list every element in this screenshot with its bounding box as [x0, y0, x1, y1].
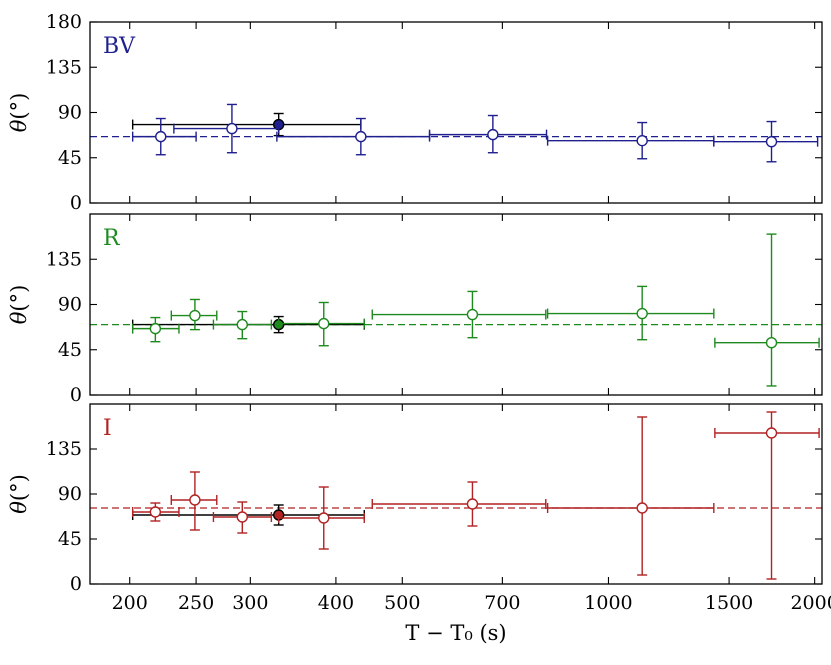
x-tick-label: 400	[318, 592, 354, 614]
data-point-4	[277, 486, 365, 550]
panel-i: 0 45 90 135 Iθ(°)	[7, 403, 823, 595]
data-point-7	[714, 411, 820, 580]
panel-label: I	[103, 416, 112, 441]
x-tick-label: 1000	[584, 592, 632, 614]
data-marker	[226, 122, 238, 135]
data-point-6	[713, 120, 819, 163]
data-point-3	[276, 117, 431, 156]
data-marker	[189, 494, 201, 506]
data-point-1	[131, 502, 180, 522]
data-point-2	[173, 103, 280, 154]
data-marker	[236, 511, 248, 523]
data-marker	[765, 337, 778, 349]
data-point-1	[131, 316, 180, 343]
y-tick-label: 90	[58, 483, 82, 505]
x-tick-label: 1500	[705, 592, 753, 614]
data-point-6	[546, 416, 715, 576]
panel-bv: 0 45 90 135 180 BV θ(°)	[7, 11, 823, 214]
panel-r: 0 45 90 135 Rθ(°)	[7, 213, 823, 406]
data-marker	[149, 322, 162, 335]
data-marker	[765, 427, 778, 439]
y-axis-label: θ(°)	[7, 285, 31, 325]
data-point-4	[428, 114, 548, 154]
data-marker	[355, 130, 367, 143]
data-marker	[487, 128, 499, 141]
data-marker	[189, 309, 201, 322]
y-tick-label: 45	[58, 147, 82, 169]
data-marker	[318, 317, 330, 330]
y-tick-label: 45	[58, 339, 82, 361]
x-tick-label: 700	[484, 592, 520, 614]
y-tick-label: 0	[70, 384, 82, 406]
data-point-6	[546, 285, 715, 341]
x-tick-label: 500	[384, 592, 420, 614]
y-tick-label: 45	[58, 528, 82, 550]
data-marker	[636, 307, 648, 320]
data-marker	[149, 506, 162, 518]
x-tick-label: 200	[112, 592, 148, 614]
data-point-5	[371, 290, 547, 339]
data-marker	[466, 498, 479, 510]
y-tick-label: 135	[46, 438, 82, 460]
data-marker	[236, 318, 248, 331]
data-marker	[155, 130, 167, 143]
data-point-7	[714, 233, 820, 387]
x-tick-label: 2000	[790, 592, 831, 614]
data-marker	[765, 135, 778, 148]
data-point-1	[131, 117, 197, 156]
data-point-3	[212, 310, 273, 340]
data-point-2	[170, 471, 218, 531]
panel-frame	[89, 213, 823, 396]
data-point-3	[212, 501, 273, 534]
panel-frame	[89, 21, 823, 204]
y-tick-label: 180	[46, 11, 82, 33]
x-axis-label: T − T₀ (s)	[405, 621, 506, 645]
combined-point	[131, 112, 362, 137]
data-marker	[636, 502, 648, 514]
panel-frame	[89, 403, 823, 585]
panel-label: R	[103, 226, 121, 251]
x-tick-label: 300	[232, 592, 268, 614]
y-tick-label: 90	[58, 294, 82, 316]
y-tick-label: 0	[70, 573, 82, 595]
data-point-4	[277, 301, 365, 347]
data-marker	[466, 308, 479, 321]
y-tick-label: 135	[46, 56, 82, 78]
y-tick-label: 0	[70, 192, 82, 214]
panel-label: BV	[103, 34, 136, 59]
data-marker	[318, 512, 330, 524]
y-axis-label: θ(°)	[7, 93, 31, 133]
y-tick-label: 90	[58, 102, 82, 124]
data-point-2	[170, 298, 218, 331]
data-point-5	[371, 481, 547, 527]
y-tick-label: 135	[46, 248, 82, 270]
y-axis-label: θ(°)	[7, 474, 31, 514]
data-marker	[636, 134, 648, 147]
data-point-5	[546, 121, 715, 160]
x-tick-label: 250	[178, 592, 214, 614]
